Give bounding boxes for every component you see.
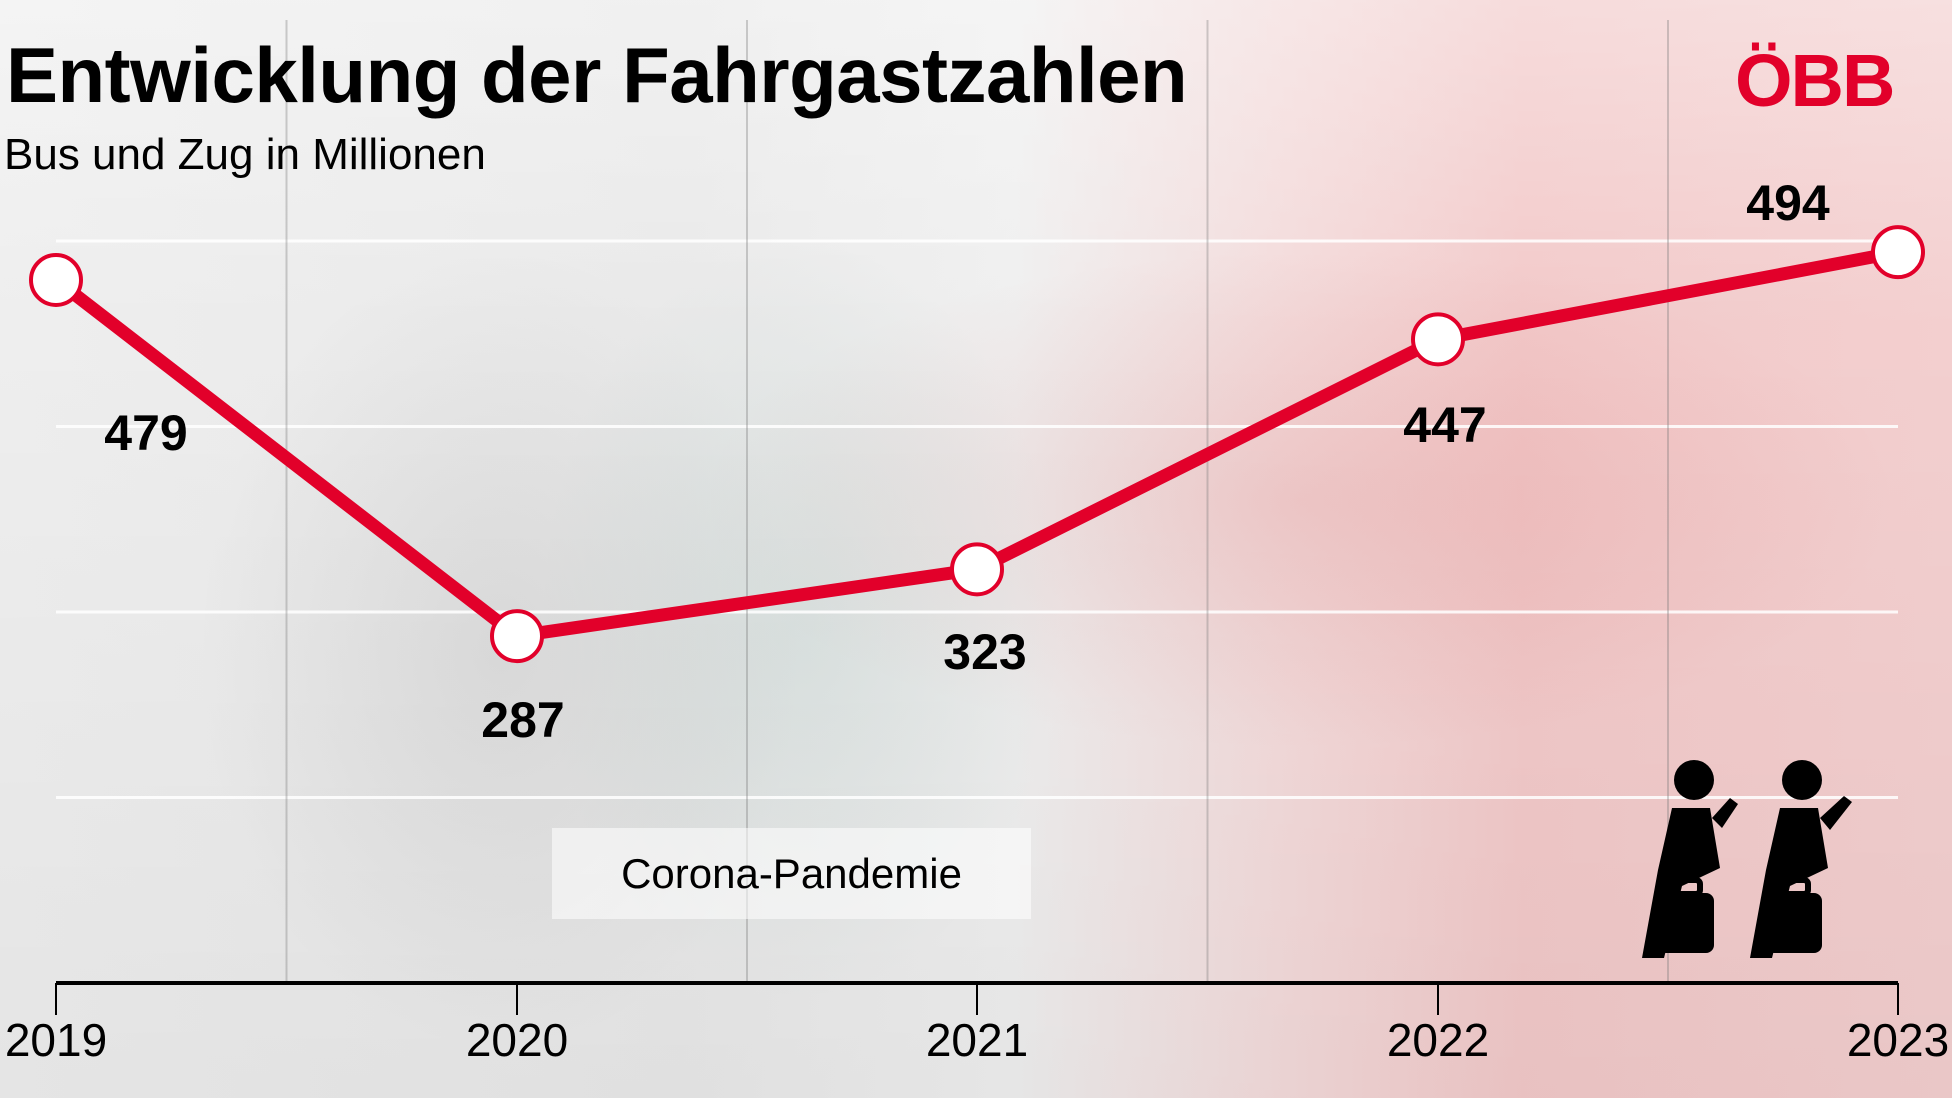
data-point xyxy=(490,609,544,664)
data-label: 323 xyxy=(943,624,1026,680)
x-tick-label: 2019 xyxy=(5,1014,107,1066)
seated-passengers-with-luggage-icon xyxy=(1642,760,1852,958)
corona-annotation: Corona-Pandemie xyxy=(552,828,1031,919)
data-label: 479 xyxy=(104,405,187,461)
chart-title: Entwicklung der Fahrgastzahlen xyxy=(6,31,1188,119)
data-label: 494 xyxy=(1746,175,1830,231)
chart-subtitle: Bus und Zug in Millionen xyxy=(4,130,486,179)
data-point xyxy=(950,542,1004,597)
x-tick-label: 2022 xyxy=(1387,1014,1489,1066)
x-tick-label: 2021 xyxy=(926,1014,1028,1066)
x-tick-label: 2023 xyxy=(1847,1014,1949,1066)
data-point xyxy=(1411,312,1465,367)
data-point xyxy=(29,252,83,307)
obb-logo: ÖBB xyxy=(1735,39,1895,122)
x-tick-label: 2020 xyxy=(466,1014,568,1066)
data-label: 287 xyxy=(481,692,564,748)
data-point xyxy=(1871,225,1925,280)
data-label: 447 xyxy=(1403,397,1486,453)
